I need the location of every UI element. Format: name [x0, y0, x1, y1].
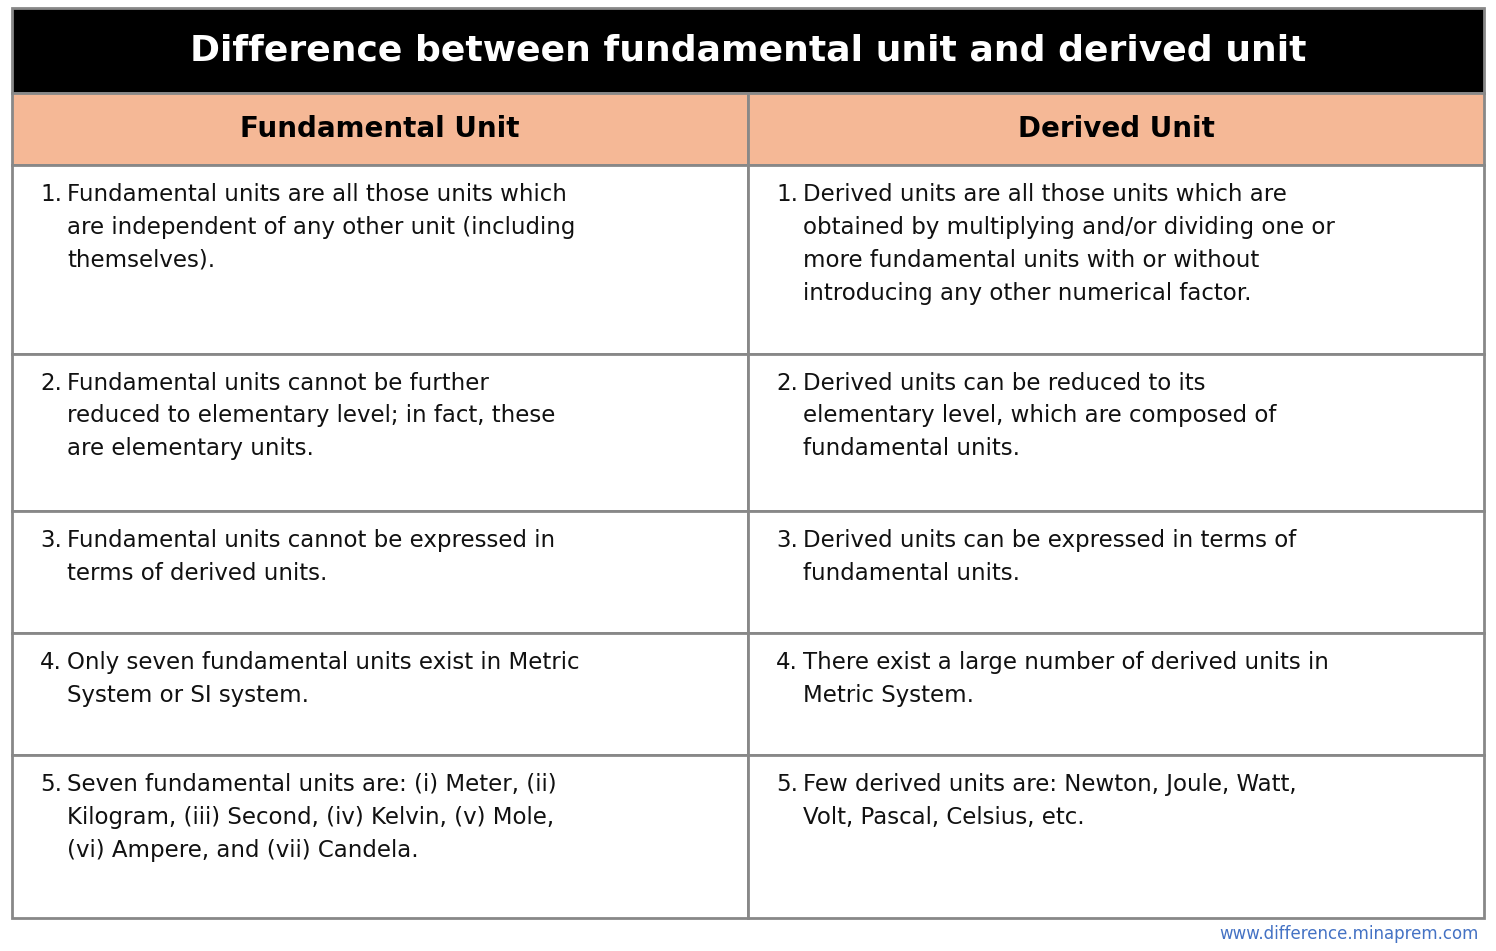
- Bar: [12, 632, 748, 755]
- Bar: [748, 165, 1484, 354]
- Text: 1.: 1.: [776, 183, 797, 206]
- Text: Fundamental units cannot be further
reduced to elementary level; in fact, these
: Fundamental units cannot be further redu…: [67, 372, 555, 460]
- Text: 1.: 1.: [40, 183, 61, 206]
- Text: Difference between fundamental unit and derived unit: Difference between fundamental unit and …: [190, 33, 1306, 68]
- Text: 4.: 4.: [776, 650, 797, 674]
- Text: Seven fundamental units are: (i) Meter, (ii)
Kilogram, (iii) Second, (iv) Kelvin: Seven fundamental units are: (i) Meter, …: [67, 773, 557, 862]
- Text: Only seven fundamental units exist in Metric
System or SI system.: Only seven fundamental units exist in Me…: [67, 650, 579, 707]
- Bar: [12, 755, 748, 918]
- Bar: [748, 354, 1484, 511]
- Text: Fundamental units cannot be expressed in
terms of derived units.: Fundamental units cannot be expressed in…: [67, 529, 555, 585]
- Text: 5.: 5.: [776, 773, 797, 796]
- Bar: [12, 93, 748, 165]
- Text: Derived units can be expressed in terms of
fundamental units.: Derived units can be expressed in terms …: [803, 529, 1296, 585]
- Text: There exist a large number of derived units in
Metric System.: There exist a large number of derived un…: [803, 650, 1328, 707]
- Text: 3.: 3.: [776, 529, 797, 552]
- Bar: [748, 511, 1484, 632]
- Text: 5.: 5.: [40, 773, 61, 796]
- Text: Fundamental units are all those units which
are independent of any other unit (i: Fundamental units are all those units wh…: [67, 183, 576, 272]
- Bar: [748, 755, 1484, 918]
- Text: 2.: 2.: [776, 372, 797, 395]
- Bar: [12, 165, 748, 354]
- Bar: [12, 511, 748, 632]
- Text: Derived units can be reduced to its
elementary level, which are composed of
fund: Derived units can be reduced to its elem…: [803, 372, 1276, 460]
- Text: 3.: 3.: [40, 529, 61, 552]
- Bar: [12, 354, 748, 511]
- Text: www.difference.minaprem.com: www.difference.minaprem.com: [1219, 925, 1480, 943]
- Text: 4.: 4.: [40, 650, 61, 674]
- Bar: [748, 93, 1484, 165]
- Text: Derived units are all those units which are
obtained by multiplying and/or divid: Derived units are all those units which …: [803, 183, 1334, 304]
- Text: Derived Unit: Derived Unit: [1017, 115, 1215, 143]
- Text: Few derived units are: Newton, Joule, Watt,
Volt, Pascal, Celsius, etc.: Few derived units are: Newton, Joule, Wa…: [803, 773, 1297, 829]
- Bar: [12, 8, 1484, 93]
- Text: Fundamental Unit: Fundamental Unit: [241, 115, 519, 143]
- Text: 2.: 2.: [40, 372, 61, 395]
- Bar: [748, 632, 1484, 755]
